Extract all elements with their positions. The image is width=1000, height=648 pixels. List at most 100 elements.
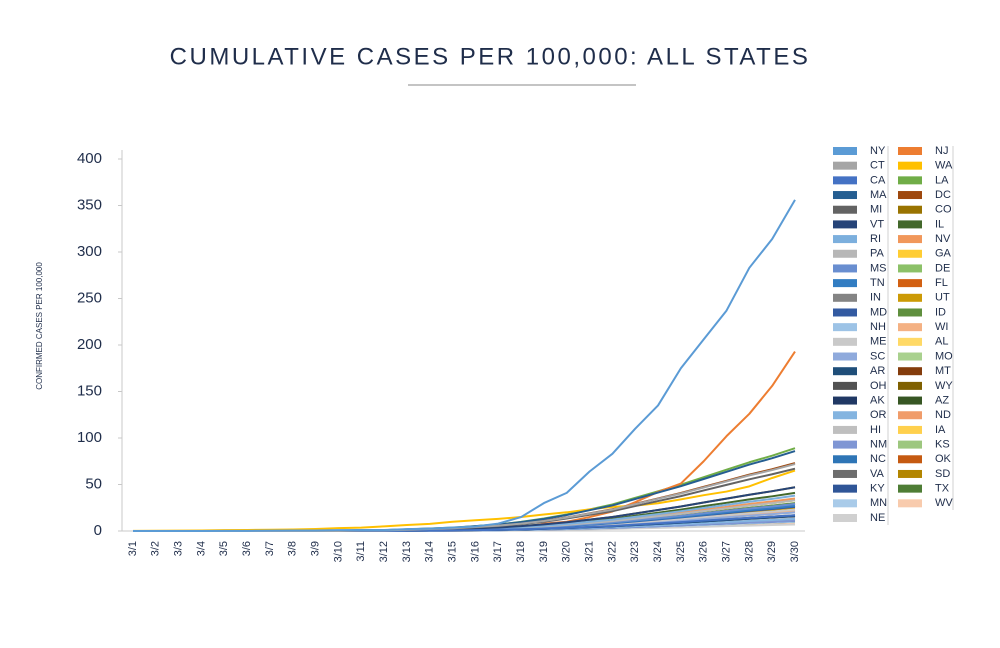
legend-label: MI	[870, 204, 882, 216]
legend-swatch	[833, 381, 857, 390]
legend-swatch	[898, 499, 922, 508]
legend-label: MT	[935, 365, 951, 377]
legend-label: IL	[935, 218, 944, 230]
chart-title: CUMULATIVE CASES PER 100,000: ALL STATES	[170, 43, 811, 70]
legend-swatch	[833, 220, 857, 229]
legend-swatch	[898, 484, 922, 493]
legend-swatch	[833, 396, 857, 405]
legend-swatch	[898, 352, 922, 361]
y-axis-title: CONFIRMED CASES PER 100,000	[35, 262, 44, 390]
legend-label: TN	[870, 277, 885, 289]
legend-label: TX	[935, 483, 950, 495]
x-tick-label: 3/30	[789, 541, 801, 562]
x-tick-label: 3/27	[720, 541, 732, 562]
y-tick-label: 250	[77, 289, 102, 306]
legend-label: OK	[935, 453, 952, 465]
x-tick-label: 3/9	[310, 541, 322, 556]
legend-swatch	[898, 264, 922, 273]
legend-label: RI	[870, 233, 881, 245]
x-tick-label: 3/24	[652, 541, 664, 562]
legend-label: AK	[870, 394, 885, 406]
y-tick-label: 400	[77, 150, 102, 167]
legend-label: AR	[870, 365, 885, 377]
legend-label: SC	[870, 350, 885, 362]
legend-label: ME	[870, 336, 887, 348]
legend-label: AZ	[935, 394, 949, 406]
legend-swatch	[898, 469, 922, 478]
y-tick-label: 0	[94, 522, 102, 539]
y-tick-label: 100	[77, 429, 102, 446]
legend-label: ID	[935, 306, 946, 318]
legend-label: IN	[870, 292, 881, 304]
y-tick-label: 350	[77, 196, 102, 213]
x-tick-label: 3/14	[424, 541, 436, 562]
legend-label: NE	[870, 512, 885, 524]
x-tick-label: 3/25	[675, 541, 687, 562]
legend-label: DE	[935, 262, 950, 274]
legend-label: PA	[870, 248, 885, 260]
legend-swatch	[898, 205, 922, 214]
legend-label: UT	[935, 292, 950, 304]
legend-label: FL	[935, 277, 948, 289]
legend-label: IA	[935, 424, 946, 436]
legend-swatch	[898, 176, 922, 185]
legend-swatch	[833, 205, 857, 214]
legend-swatch	[898, 293, 922, 302]
legend-label: WI	[935, 321, 948, 333]
y-tick-label: 200	[77, 336, 102, 353]
legend-swatch	[833, 469, 857, 478]
legend-swatch	[898, 440, 922, 449]
legend-label: MS	[870, 262, 887, 274]
x-tick-label: 3/5	[218, 541, 230, 556]
legend-label: MA	[870, 189, 887, 201]
legend-swatch	[833, 367, 857, 376]
legend-label: WY	[935, 380, 953, 392]
x-tick-label: 3/17	[492, 541, 504, 562]
x-tick-label: 3/21	[583, 541, 595, 562]
x-tick-label: 3/22	[606, 541, 618, 562]
legend-label: HI	[870, 424, 881, 436]
legend-swatch	[833, 425, 857, 434]
legend-swatch	[898, 308, 922, 317]
legend-swatch	[898, 323, 922, 332]
x-tick-label: 3/10	[332, 541, 344, 562]
legend-swatch	[898, 161, 922, 170]
legend-swatch	[833, 323, 857, 332]
legend-swatch	[898, 249, 922, 258]
x-tick-label: 3/15	[446, 541, 458, 562]
legend-swatch	[833, 249, 857, 258]
legend-swatch	[833, 499, 857, 508]
x-tick-label: 3/11	[355, 541, 367, 562]
x-tick-label: 3/23	[629, 541, 641, 562]
x-tick-label: 3/16	[469, 541, 481, 562]
legend-label: MN	[870, 497, 887, 509]
x-tick-label: 3/28	[743, 541, 755, 562]
x-tick-label: 3/18	[515, 541, 527, 562]
legend-swatch	[898, 279, 922, 288]
legend-label: NJ	[935, 145, 948, 157]
legend-label: OR	[870, 409, 887, 421]
legend-swatch	[833, 147, 857, 155]
legend-label: WV	[935, 497, 953, 509]
legend-swatch	[833, 161, 857, 170]
x-tick-label: 3/26	[698, 541, 710, 562]
legend-swatch	[833, 191, 857, 200]
legend-swatch	[833, 440, 857, 449]
x-tick-label: 3/1	[127, 541, 139, 556]
legend-swatch	[833, 455, 857, 464]
legend-swatch	[898, 147, 922, 155]
legend-label: NM	[870, 439, 887, 451]
legend-label: CA	[870, 174, 886, 186]
x-tick-label: 3/13	[401, 541, 413, 562]
legend-label: MO	[935, 350, 953, 362]
legend-swatch	[898, 337, 922, 346]
legend-label: SD	[935, 468, 950, 480]
legend-swatch	[898, 235, 922, 244]
legend-swatch	[833, 411, 857, 420]
y-tick-label: 150	[77, 382, 102, 399]
x-tick-label: 3/19	[538, 541, 550, 562]
legend-swatch	[833, 264, 857, 273]
legend-label: NV	[935, 233, 951, 245]
legend-swatch	[833, 279, 857, 288]
